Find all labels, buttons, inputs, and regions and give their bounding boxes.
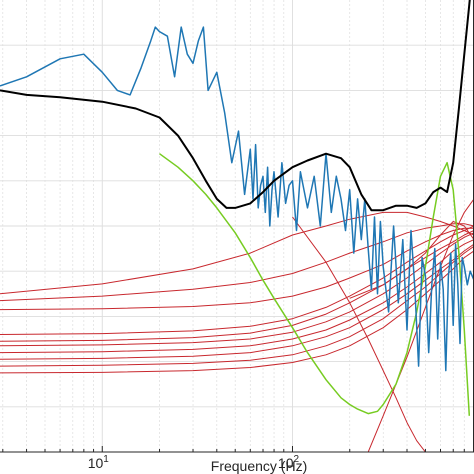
series-layer	[0, 0, 474, 452]
red-curve-12	[0, 250, 474, 374]
tick-exponent: 2	[293, 454, 299, 465]
red-curve-11	[0, 245, 474, 367]
red-curve-6	[0, 225, 474, 335]
grid-lines	[0, 0, 474, 452]
x-tick-labels: 101 102	[88, 454, 300, 471]
red-curve-8	[0, 232, 474, 347]
x-axis-label: Frequency (Hz)	[211, 458, 307, 474]
x-tick-label: 102	[278, 454, 300, 471]
red-curve-5	[0, 227, 474, 311]
red-curve-7	[0, 230, 474, 342]
red-curve-14	[367, 198, 474, 452]
red-curve-13	[292, 216, 426, 452]
tick-exponent: 1	[103, 454, 109, 465]
tick-base: 10	[278, 455, 294, 471]
red-curve-15	[349, 221, 474, 299]
x-tick-label: 101	[88, 454, 110, 471]
measured-curve-0	[0, 26, 474, 372]
model-curve-1	[0, 0, 471, 212]
green-curve-2	[159, 153, 471, 416]
tick-base: 10	[88, 455, 104, 471]
red-curve-10	[0, 243, 474, 360]
